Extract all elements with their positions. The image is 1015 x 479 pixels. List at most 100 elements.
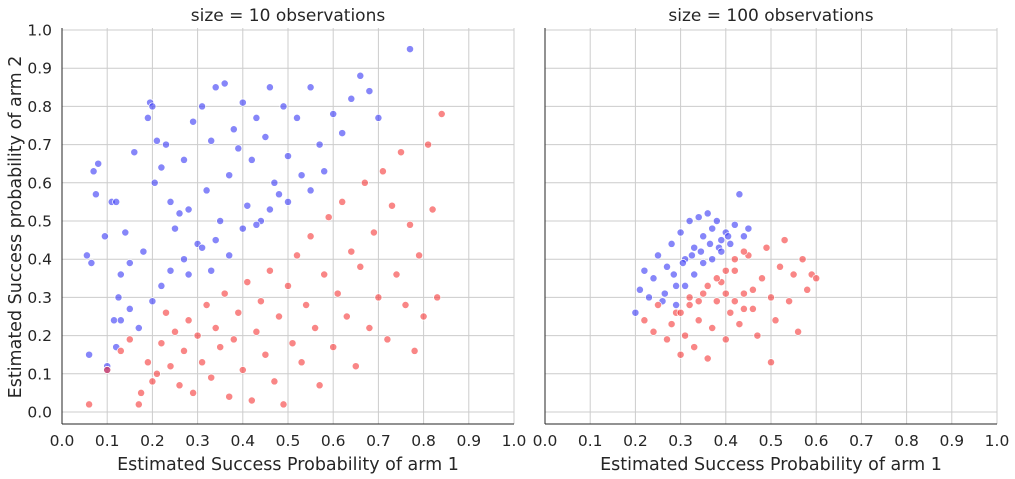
x-tick-label: 0.1	[578, 432, 603, 450]
scatter-point-arm1_higher	[184, 316, 193, 325]
scatter-point-arm1_higher	[265, 266, 274, 275]
scatter-point-arm1_higher	[392, 270, 401, 279]
scatter-point-arm2_higher	[116, 316, 125, 325]
y-tick-label: 0.7	[27, 136, 52, 154]
scatter-point-arm1_higher	[812, 274, 821, 283]
scatter-point-arm1_higher	[270, 377, 279, 386]
scatter-point-arm1_higher	[315, 381, 324, 390]
scatter-point-arm2_higher	[663, 262, 671, 271]
scatter-point-arm2_higher	[261, 133, 270, 141]
scatter-point-arm2_higher	[207, 266, 216, 275]
scatter-point-arm2_higher	[238, 98, 247, 107]
scatter-point-arm1_higher	[676, 350, 685, 359]
scatter-point-arm1_higher	[116, 346, 125, 355]
scatter-point-arm2_higher	[82, 251, 91, 260]
scatter-point-arm1_higher	[378, 167, 387, 176]
scatter-point-arm1_higher	[771, 316, 780, 325]
scatter-point-arm1_higher	[712, 274, 721, 283]
scatter-point-arm2_higher	[198, 102, 207, 111]
x-tick-label: 0.7	[849, 432, 874, 450]
scatter-point-arm2_higher	[297, 171, 306, 180]
scatter-point-arm2_higher	[157, 281, 166, 290]
scatter-point-arm2_higher	[243, 201, 252, 210]
scatter-point-arm1_higher	[166, 362, 175, 371]
scatter-point-arm2_higher	[110, 316, 118, 325]
x-tick-label: 0.5	[276, 432, 301, 450]
scatter-point-arm1_higher	[721, 335, 730, 344]
scatter-point-arm2_higher	[150, 178, 159, 187]
scatter-point-arm2_higher	[139, 247, 148, 256]
scatter-point-arm1_higher	[685, 293, 694, 302]
y-tick-label: 1.0	[27, 22, 52, 40]
scatter-point-arm2_higher	[687, 251, 696, 260]
scatter-point-arm1_higher	[730, 255, 739, 264]
scatter-point-arm1_higher	[162, 308, 170, 317]
scatter-point-arm1_higher	[703, 281, 712, 290]
scatter-point-arm1_higher	[324, 213, 333, 222]
scatter-point-arm2_higher	[717, 247, 726, 256]
scatter-point-arm1_higher	[730, 266, 739, 275]
x-tick-label: 0.3	[185, 432, 210, 450]
scatter-point-arm2_higher	[125, 304, 134, 313]
scatter-point-arm1_higher	[225, 392, 234, 401]
scatter-point-arm1_higher	[202, 301, 211, 309]
scatter-point-arm2_higher	[171, 224, 179, 233]
scatter-point-arm2_higher	[690, 243, 699, 252]
scatter-point-arm2_higher	[229, 125, 238, 134]
scatter-point-arm2_higher	[645, 293, 653, 302]
scatter-point-arm2_higher	[279, 102, 288, 111]
scatter-point-arm2_higher	[329, 110, 338, 118]
scatter-point-arm1_higher	[261, 350, 270, 359]
scatter-point-arm2_higher	[148, 102, 157, 111]
scatter-point-arm1_higher	[275, 312, 283, 321]
scatter-point-arm2_higher	[198, 243, 207, 252]
scatter-point-arm2_higher	[284, 152, 292, 161]
x-tick-label: 0.8	[894, 432, 919, 450]
x-tick-label: 0.2	[140, 432, 165, 450]
scatter-point-arm2_higher	[87, 259, 96, 267]
scatter-point-arm2_higher	[730, 220, 739, 229]
scatter-point-arm1_higher	[726, 308, 735, 317]
scatter-point-arm2_higher	[365, 87, 374, 96]
scatter-point-arm2_higher	[320, 167, 329, 176]
scatter-point-arm2_higher	[717, 236, 726, 245]
scatter-point-arm1_higher	[216, 343, 225, 352]
scatter-point-arm2_higher	[157, 163, 166, 172]
scatter-point-arm2_higher	[100, 232, 109, 241]
scatter-point-arm2_higher	[180, 155, 188, 164]
y-tick-label: 0.6	[27, 174, 52, 192]
x-axis-label: Estimated Success Probability of arm 1	[600, 455, 942, 475]
scatter-point-arm1_higher	[342, 312, 351, 321]
scatter-point-arm2_higher	[284, 197, 292, 206]
scatter-point-arm2_higher	[649, 274, 658, 283]
scatter-point-arm1_higher	[690, 343, 699, 352]
scatter-point-arm2_higher	[694, 213, 703, 222]
x-tick-label: 0.6	[321, 432, 346, 450]
scatter-point-arm1_higher	[397, 148, 405, 157]
scatter-point-arm1_higher	[730, 297, 739, 306]
scatter-point-arm1_higher	[776, 262, 784, 271]
scatter-point-arm1_higher	[320, 270, 329, 279]
x-tick-label: 0.6	[804, 432, 829, 450]
x-tick-label: 1.0	[502, 432, 527, 450]
scatter-point-arm2_higher	[143, 113, 152, 122]
scatter-point-arm1_higher	[758, 274, 766, 283]
scatter-point-arm2_higher	[708, 224, 717, 233]
scatter-point-arm2_higher	[726, 239, 735, 248]
scatter-point-arm1_higher	[329, 343, 338, 352]
scatter-point-arm2_higher	[265, 205, 274, 214]
scatter-point-arm2_higher	[180, 255, 188, 264]
scatter-point-arm1_higher	[739, 247, 748, 256]
scatter-point-arm2_higher	[134, 324, 143, 332]
scatter-point-arm1_higher	[171, 327, 179, 336]
scatter-point-arm1_higher	[762, 243, 771, 252]
scatter-point-arm2_higher	[696, 247, 705, 256]
scatter-point-arm1_higher	[739, 289, 748, 298]
scatter-point-arm2_higher	[739, 232, 748, 241]
scatter-point-arm2_higher	[166, 266, 175, 275]
scatter-point-arm1_higher	[143, 358, 152, 367]
scatter-point-arm1_higher	[424, 140, 433, 149]
scatter-point-arm2_higher	[166, 197, 175, 206]
scatter-point-arm1_higher	[157, 339, 166, 348]
